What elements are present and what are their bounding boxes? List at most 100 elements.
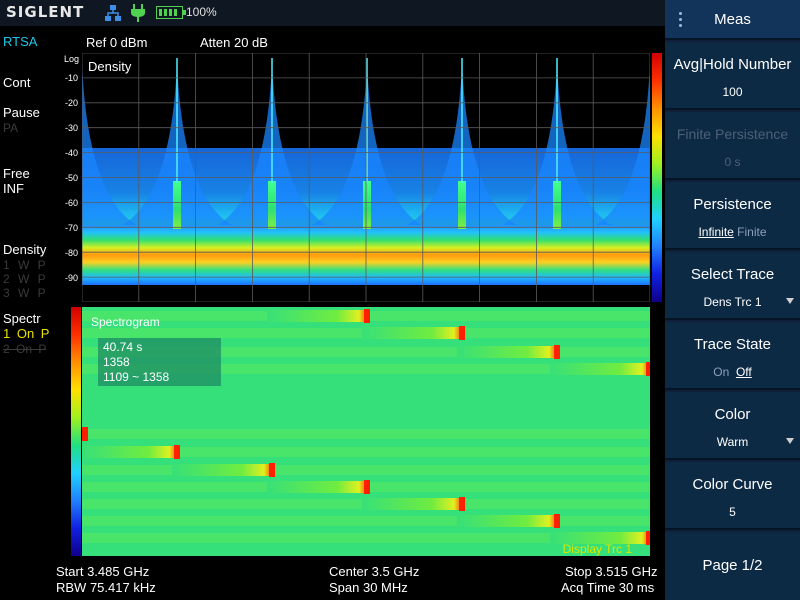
spectrogram-row	[82, 447, 650, 457]
density-lobe	[590, 63, 650, 228]
spectrogram-signal-tail	[550, 363, 650, 375]
y-scale-log: Log	[63, 54, 79, 64]
softkey-label: Trace State	[694, 336, 771, 353]
spectrogram-signal-tail	[457, 515, 557, 527]
center-frequency[interactable]: Center 3.5 GHz	[329, 564, 420, 579]
y-tick-label: -50	[64, 173, 78, 183]
finite-persistence-key[interactable]: Finite Persistence 0 s	[665, 112, 800, 180]
density-peak	[268, 181, 276, 229]
sweep-cont-label[interactable]: Cont	[3, 75, 31, 90]
softkey-label: Color	[714, 406, 751, 423]
spectrogram-row	[82, 465, 650, 475]
inf-label: INF	[3, 181, 24, 196]
spectrogram-row	[82, 516, 650, 526]
density-peak	[458, 181, 466, 229]
spectrogram-signal-peak	[459, 497, 465, 511]
density-peak	[553, 181, 561, 229]
spectrogram-row	[82, 347, 650, 357]
y-tick-label: -10	[64, 73, 78, 83]
spectrogram-signal-tail	[362, 498, 462, 510]
spectrogram-trace-label[interactable]: Spectr	[3, 311, 41, 326]
free-label: Free	[3, 166, 30, 181]
spectrogram-signal-tail	[362, 327, 462, 339]
spectrogram-signal-peak	[269, 463, 275, 477]
persistence-finite-option[interactable]: Finite	[737, 225, 767, 239]
power-plug-icon	[131, 4, 145, 22]
status-bar	[0, 0, 665, 26]
spectrogram-trace-row[interactable]: 1 On P	[3, 326, 50, 341]
softkey-value: Dens Trc 1	[703, 295, 762, 309]
battery-icon	[156, 6, 186, 19]
spectrogram-signal-tail	[267, 310, 367, 322]
softkey-value: 5	[729, 505, 736, 519]
battery-level: 100%	[186, 5, 217, 19]
spectrogram-display[interactable]: Spectrogram 40.74 s 1358 1109 ~ 1358 Dis…	[82, 307, 650, 556]
persistence-key[interactable]: Persistence Infinite Finite	[665, 182, 800, 250]
span[interactable]: Span 30 MHz	[329, 580, 408, 595]
frame-readout: 1358	[103, 355, 130, 369]
softkey-label: Color Curve	[692, 476, 773, 493]
y-tick-label: -20	[64, 98, 78, 108]
spectrogram-signal-peak	[646, 531, 650, 545]
density-trace-row[interactable]: 2 W P	[3, 272, 46, 286]
persistence-infinite-option[interactable]: Infinite	[698, 225, 734, 239]
more-options-icon[interactable]	[679, 12, 682, 28]
dropdown-arrow-icon	[786, 298, 794, 304]
spectrogram-signal-tail	[267, 481, 367, 493]
marker-info-box: 40.74 s 1358 1109 ~ 1358	[98, 338, 221, 386]
spectrogram-signal-tail	[82, 446, 177, 458]
density-peak	[173, 181, 181, 229]
color-curve-key[interactable]: Color Curve 5	[665, 462, 800, 530]
acquisition-time[interactable]: Acq Time 30 ms	[561, 580, 655, 595]
network-icon	[105, 5, 121, 21]
dropdown-arrow-icon	[786, 438, 794, 444]
color-key[interactable]: Color Warm	[665, 392, 800, 460]
density-trace-row[interactable]: 1 W P	[3, 258, 46, 272]
y-tick-label: -60	[64, 198, 78, 208]
spectrogram-signal-peak	[364, 309, 370, 323]
trace-state-key[interactable]: Trace State On Off	[665, 322, 800, 390]
softkey-value: Warm	[716, 435, 749, 449]
ref-level[interactable]: Ref 0 dBm	[86, 35, 148, 50]
spectrogram-signal-peak	[554, 514, 560, 528]
spectrogram-signal-peak	[174, 445, 180, 459]
select-trace-key[interactable]: Select Trace Dens Trc 1	[665, 252, 800, 320]
menu-title: Meas	[714, 11, 751, 28]
trace-state-off-option[interactable]: Off	[735, 365, 752, 379]
stop-frequency[interactable]: Stop 3.515 GHz	[565, 564, 658, 579]
spectrogram-signal-tail	[457, 346, 557, 358]
softkey-menu: Meas Avg|Hold Number 100 Finite Persiste…	[665, 0, 800, 600]
spectrogram-signal-peak	[459, 326, 465, 340]
spectrogram-title: Spectrogram	[91, 315, 160, 329]
rbw[interactable]: RBW 75.417 kHz	[56, 580, 156, 595]
spectrogram-signal-peak	[82, 427, 88, 441]
softkey-label: Page 1/2	[702, 557, 763, 574]
density-lobe	[82, 63, 142, 228]
spectrogram-signal-tail	[550, 532, 650, 544]
page-key[interactable]: Page 1/2	[665, 532, 800, 600]
frame-range-readout: 1109 ~ 1358	[103, 370, 170, 384]
y-tick-label: -70	[64, 223, 78, 233]
spectrogram-signal-peak	[364, 480, 370, 494]
avg-hold-number-key[interactable]: Avg|Hold Number 100	[665, 42, 800, 110]
spectrogram-color-scale	[71, 307, 81, 556]
spectrogram-trace-row[interactable]: 2 On P	[3, 342, 47, 356]
density-peak	[363, 181, 371, 229]
spectrogram-signal-peak	[646, 362, 650, 376]
brand-logo: SIGLENT	[6, 3, 85, 21]
attenuation[interactable]: Atten 20 dB	[200, 35, 268, 50]
density-trace-row[interactable]: 3 W P	[3, 286, 46, 300]
pause-label[interactable]: Pause	[3, 105, 40, 120]
softkey-label: Finite Persistence	[676, 126, 789, 142]
spectrogram-row	[82, 429, 650, 439]
time-readout: 40.74 s	[103, 340, 143, 354]
trace-state-on-option[interactable]: On	[713, 365, 730, 379]
display-trace-label: Display Trc 1	[562, 542, 632, 556]
spectrogram-row	[82, 533, 650, 543]
density-display[interactable]: Density	[82, 53, 650, 302]
preamp-label: PA	[3, 121, 19, 135]
start-frequency[interactable]: Start 3.485 GHz	[56, 564, 150, 579]
softkey-label: Persistence	[693, 196, 772, 213]
density-trace-label[interactable]: Density	[3, 242, 47, 257]
density-color-scale	[652, 53, 662, 302]
